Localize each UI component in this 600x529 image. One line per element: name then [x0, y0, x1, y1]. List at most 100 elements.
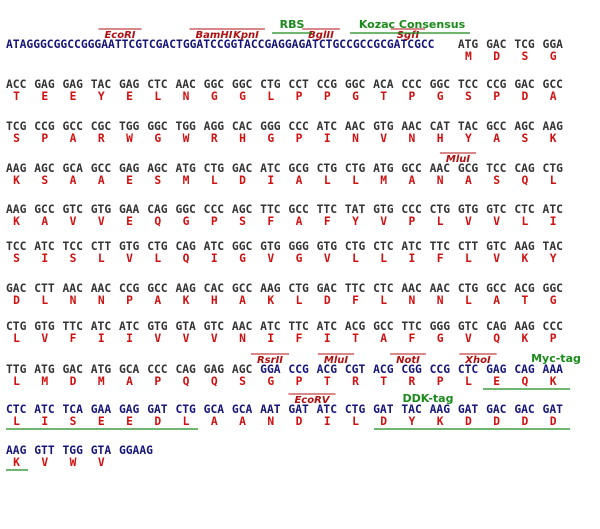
codon: TCG — [514, 38, 535, 51]
codon: GAC — [6, 282, 26, 295]
amino-acid: L — [267, 90, 274, 103]
restriction-site: RsrII — [257, 355, 283, 366]
amino-acid: V — [70, 215, 77, 228]
amino-acid: W — [70, 456, 77, 469]
amino-acid: G — [183, 215, 190, 228]
codon: ATC — [119, 320, 139, 333]
amino-acid: L — [13, 375, 20, 388]
amino-acid: E — [126, 415, 133, 428]
codon: GGC — [204, 78, 224, 91]
codon: CTT — [458, 240, 479, 253]
amino-acid: S — [465, 90, 472, 103]
amino-acid: R — [98, 132, 105, 145]
amino-acid: N — [267, 415, 274, 428]
codon: TAC — [543, 240, 563, 253]
amino-acid: V — [41, 332, 48, 345]
amino-acid: V — [267, 252, 274, 265]
amino-acid: G — [267, 132, 274, 145]
feature-tag: Kozac Consensus — [359, 18, 466, 31]
amino-acid: S — [522, 50, 529, 63]
codon: GTG — [317, 240, 338, 253]
codon: GTG — [119, 240, 140, 253]
codon: AGG — [204, 120, 225, 133]
codon: GGC — [175, 203, 195, 216]
amino-acid: S — [13, 132, 20, 145]
codon: ATC — [204, 240, 224, 253]
codon: GCC — [543, 78, 563, 91]
amino-acid: Q — [154, 215, 161, 228]
amino-acid: T — [380, 90, 387, 103]
codon: GAG — [119, 162, 140, 175]
codon: TCC — [458, 78, 478, 91]
codon: GTG — [34, 320, 55, 333]
amino-acid: K — [183, 294, 190, 307]
codon: TTC — [260, 203, 280, 216]
codon: AAG — [543, 120, 564, 133]
amino-acid: G — [296, 252, 303, 265]
amino-acid: E — [126, 215, 133, 228]
codon: CCC — [401, 203, 421, 216]
amino-acid: L — [296, 294, 303, 307]
codon: GCA — [232, 403, 253, 416]
codon: ACA — [373, 78, 394, 91]
codon: TTC — [62, 320, 82, 333]
amino-acid: F — [267, 215, 274, 228]
amino-acid: Q — [211, 375, 218, 388]
amino-acid: S — [493, 174, 500, 187]
amino-acid: L — [352, 174, 359, 187]
codon: GTC — [486, 203, 506, 216]
amino-acid: F — [409, 332, 416, 345]
amino-acid: L — [550, 174, 557, 187]
amino-acid: T — [324, 375, 331, 388]
amino-acid: N — [98, 294, 105, 307]
codon: AAC — [430, 282, 450, 295]
amino-acid: V — [324, 252, 331, 265]
amino-acid: A — [380, 332, 387, 345]
amino-acid: K — [550, 375, 557, 388]
amino-acid: E — [126, 90, 133, 103]
amino-acid: V — [380, 132, 387, 145]
codon: CAC — [204, 282, 224, 295]
amino-acid: D — [296, 415, 303, 428]
codon: AAG — [514, 320, 535, 333]
codon: CTC — [514, 203, 534, 216]
codon: AAG — [514, 240, 535, 253]
amino-acid: A — [239, 294, 246, 307]
amino-acid: H — [211, 294, 218, 307]
codon: ATC — [34, 240, 54, 253]
codon: AAC — [91, 282, 111, 295]
codon: GCG — [458, 162, 479, 175]
codon: CTG — [345, 240, 366, 253]
amino-acid: P — [126, 294, 133, 307]
codon: ATG — [91, 363, 112, 376]
codon: AAA — [543, 363, 564, 376]
codon: TTC — [288, 320, 308, 333]
codon: GTG — [373, 203, 394, 216]
codon: GGG — [288, 240, 309, 253]
codon: GTC — [458, 320, 478, 333]
amino-acid: R — [352, 375, 359, 388]
amino-acid: A — [41, 215, 48, 228]
amino-acid: G — [437, 90, 444, 103]
codon: AAC — [232, 320, 252, 333]
codon: GGC — [232, 240, 252, 253]
amino-acid: N — [239, 332, 246, 345]
amino-acid: V — [154, 332, 161, 345]
amino-acid: I — [550, 215, 557, 228]
codon: CTT — [34, 282, 55, 295]
codon: GTG — [260, 240, 281, 253]
codon: GTC — [62, 203, 82, 216]
restriction-site: BamHI — [196, 30, 233, 41]
amino-acid: E — [126, 174, 133, 187]
amino-acid: D — [380, 415, 387, 428]
codon: ATC — [34, 403, 54, 416]
amino-acid: P — [493, 90, 500, 103]
amino-acid: I — [324, 132, 331, 145]
codon: AAC — [175, 78, 195, 91]
amino-acid: P — [296, 375, 303, 388]
amino-acid: P — [324, 90, 331, 103]
amino-acid: D — [239, 174, 246, 187]
codon: ATC — [91, 320, 111, 333]
amino-acid: D — [493, 50, 500, 63]
